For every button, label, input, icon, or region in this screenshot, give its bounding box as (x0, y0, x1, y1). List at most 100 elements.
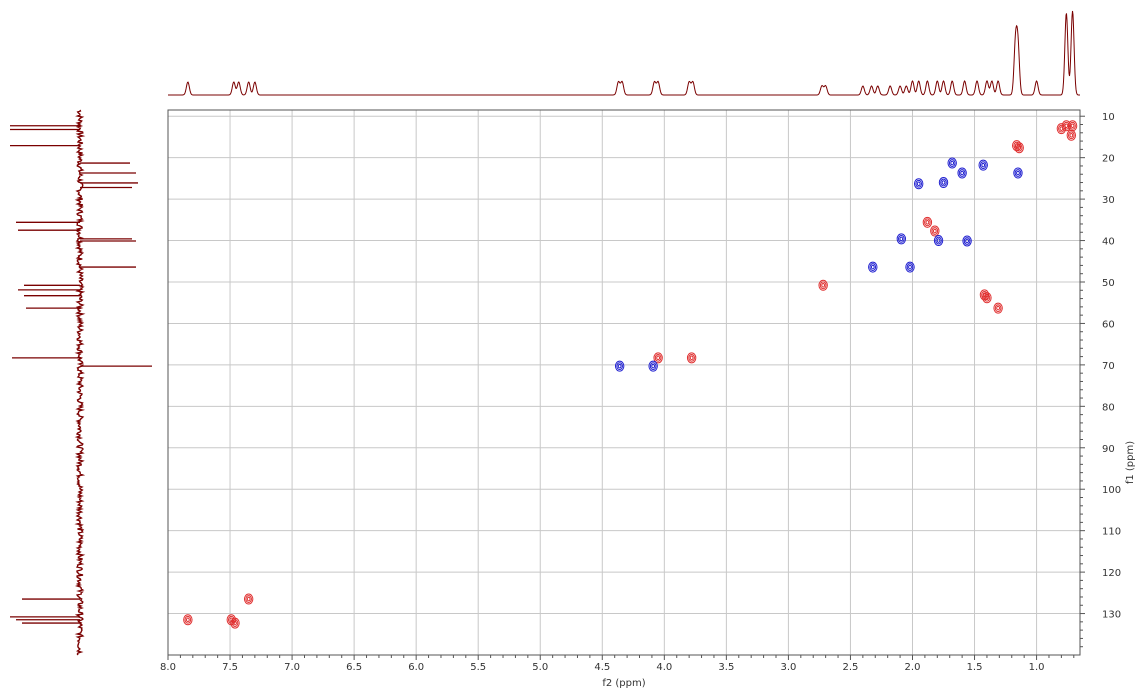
contour-ring (938, 177, 949, 189)
contour-ring (915, 179, 922, 188)
contour-ring (185, 617, 190, 623)
contour-ring (184, 615, 192, 624)
contour-ring (963, 237, 971, 245)
contour-ring (1070, 123, 1075, 129)
negative-cross-peak (896, 233, 907, 245)
contour-ring (933, 235, 944, 247)
contour-ring (947, 157, 957, 169)
x-tick-label: 7.0 (284, 662, 300, 673)
contour-ring (1066, 129, 1077, 141)
contour-ring (896, 233, 907, 245)
contour-ring (230, 617, 240, 629)
negative-cross-peak (933, 235, 944, 247)
x-tick-label: 4.0 (656, 662, 672, 673)
y-tick-label: 10 (1102, 112, 1115, 123)
negative-cross-peak (962, 235, 972, 247)
contour-ring (231, 619, 239, 627)
contour-ring (868, 261, 878, 273)
x-tick-label: 5.5 (470, 662, 486, 673)
y-tick-label: 20 (1102, 154, 1115, 165)
negative-cross-peak (614, 360, 625, 372)
y-axis-label: f1 (ppm) (1125, 441, 1136, 484)
contour-ring (1014, 169, 1022, 177)
positive-cross-peak (243, 593, 254, 605)
negative-cross-peak (947, 157, 957, 169)
x-tick-label: 3.5 (718, 662, 734, 673)
x-tick-label: 3.0 (780, 662, 796, 673)
left-projection-spectrum (10, 109, 152, 656)
contour-ring (1017, 145, 1022, 151)
contour-ring (994, 304, 1002, 313)
contour-ring (905, 261, 915, 273)
contour-ring (978, 159, 988, 171)
positive-cross-peak (1014, 142, 1024, 154)
y-tick-label: 70 (1102, 361, 1115, 372)
contour-ring (869, 263, 877, 271)
contour-ring (950, 160, 955, 166)
positive-cross-peak (1061, 120, 1072, 132)
contour-ring (985, 295, 989, 301)
negative-cross-peak (905, 261, 915, 273)
contour-ring (1068, 131, 1075, 140)
negative-cross-peak (648, 360, 658, 372)
contour-ring (243, 593, 254, 605)
x-axis-ticks: 8.0 7.5 7.0 6.5 6.0 5.5 5.0 4.5 4.0 3.5 3.0 2.5 2.0 1… (160, 655, 1075, 673)
negative-cross-peak (978, 159, 988, 171)
x-tick-label: 6.5 (346, 662, 362, 673)
contour-ring (1063, 121, 1070, 130)
contour-ring (930, 225, 940, 237)
contour-ring (908, 264, 912, 270)
contour-ring (979, 161, 987, 170)
contour-ring (957, 167, 967, 179)
x-tick-label: 8.0 (160, 662, 176, 673)
contour-ring (925, 220, 930, 225)
contour-ring (941, 180, 946, 185)
positive-cross-peak (1066, 129, 1077, 141)
y-tick-label: 120 (1102, 568, 1121, 579)
contour-ring (1061, 120, 1072, 132)
y-tick-label: 30 (1102, 195, 1115, 206)
contour-ring (993, 302, 1003, 314)
contour-ring (981, 162, 986, 168)
contour-ring (818, 279, 828, 291)
contour-ring (617, 363, 622, 369)
contour-ring (996, 305, 1001, 311)
contour-ring (924, 218, 931, 227)
contour-ring (245, 595, 252, 603)
contour-ring (906, 263, 914, 271)
contour-ring (931, 227, 939, 235)
negative-cross-peak (913, 178, 924, 190)
x-tick-label: 7.5 (222, 662, 238, 673)
top-projection-spectrum (168, 10, 1080, 96)
contour-ring (233, 620, 237, 626)
contour-ring (960, 170, 965, 176)
contour-ring (614, 360, 625, 372)
x-tick-label: 2.0 (905, 662, 921, 673)
contour-ring (965, 238, 969, 244)
contour-ring (821, 283, 826, 288)
x-axis-label: f2 (ppm) (602, 678, 645, 689)
contour-ring (1015, 143, 1023, 152)
positive-cross-peak (686, 352, 697, 364)
x-tick-label: 2.5 (842, 662, 858, 673)
contour-ring (1014, 142, 1024, 154)
negative-cross-peak (868, 261, 878, 273)
positive-cross-peak (922, 216, 933, 228)
x-tick-label: 1.5 (967, 662, 983, 673)
contour-ring (1064, 123, 1069, 129)
y-tick-label: 90 (1102, 444, 1115, 455)
contour-ring (1013, 167, 1023, 179)
contour-ring (983, 293, 991, 302)
positive-cross-peak (930, 225, 940, 237)
x-tick-label: 1.0 (1029, 662, 1045, 673)
grid-lines (167, 110, 1080, 655)
contour-ring (898, 234, 905, 243)
contour-peaks (183, 120, 1078, 629)
contour-ring (648, 360, 658, 372)
contour-ring (649, 362, 657, 371)
contour-ring (1069, 121, 1076, 130)
contour-ring (183, 614, 193, 626)
negative-cross-peak (1013, 167, 1023, 179)
